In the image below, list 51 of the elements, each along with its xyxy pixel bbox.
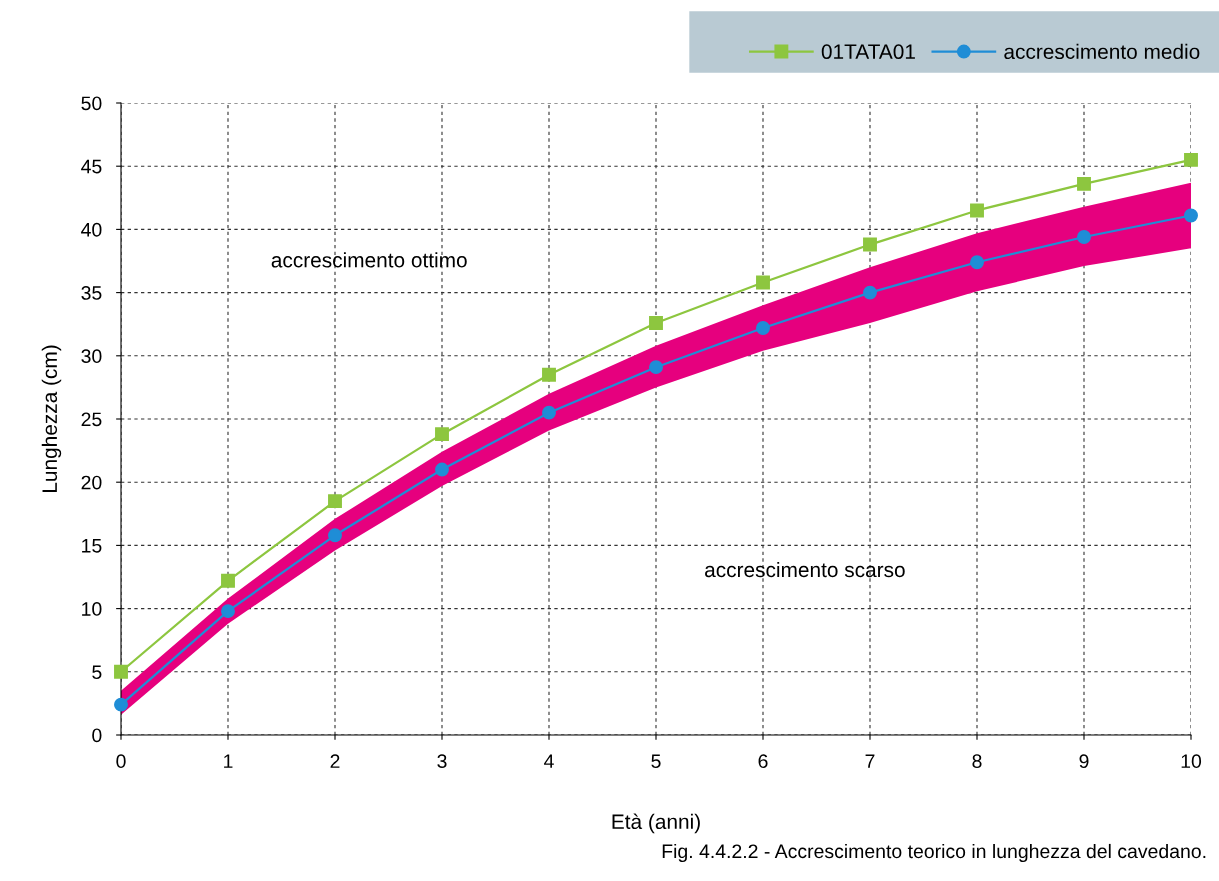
annotation: accrescimento scarso (705, 561, 905, 578)
legend-label: accrescimento medio (1004, 43, 1200, 60)
y-tick-label: 45 (81, 159, 102, 174)
point (1077, 176, 1091, 191)
y-tick-label: 35 (81, 286, 102, 300)
y-tick-label: 10 (82, 602, 102, 616)
x-tick-label: 7 (865, 754, 875, 768)
y-tick-label: 40 (81, 222, 102, 237)
point (542, 367, 556, 382)
annotation: accrescimento ottimo (271, 252, 467, 268)
point (435, 462, 449, 477)
point (649, 315, 663, 330)
point (1184, 152, 1198, 167)
y-tick-label: 25 (81, 412, 102, 427)
x-tick-label: 1 (224, 754, 233, 768)
y-tick-label: 15 (82, 539, 102, 553)
point (114, 697, 128, 712)
point (542, 405, 556, 420)
point (756, 275, 770, 290)
y-tick-label: 5 (92, 665, 102, 680)
point (1184, 208, 1198, 223)
legend-label: 01TATA01 (821, 44, 915, 60)
x-tick-label: 6 (758, 754, 768, 769)
x-tick-label: 8 (972, 754, 982, 769)
point (863, 237, 877, 252)
x-tick-label: 0 (116, 754, 126, 769)
y-tick-label: 0 (92, 728, 102, 743)
x-axis-title: Età (anni) (612, 813, 700, 834)
x-tick-label: 5 (651, 754, 661, 769)
y-tick-label: 20 (81, 475, 102, 490)
y-axis-title: Lunghezza (cm) (41, 345, 62, 492)
point (114, 664, 128, 679)
x-tick-label: 10 (1181, 754, 1202, 769)
point (435, 427, 449, 442)
point (756, 321, 770, 335)
caption: Fig. 4.4.2.2 - Accrescimento teorico in lunghezza del cavedano. (662, 843, 1206, 863)
x-tick-label: 4 (544, 754, 554, 768)
point (1077, 230, 1091, 244)
point (221, 604, 235, 619)
point (221, 573, 235, 588)
point (970, 203, 984, 218)
point (328, 528, 342, 543)
point (970, 255, 984, 270)
point (649, 360, 663, 375)
x-tick-label: 3 (437, 754, 447, 769)
point (863, 285, 877, 300)
y-tick-label: 30 (81, 349, 102, 364)
x-tick-label: 2 (330, 754, 340, 768)
x-tick-label: 9 (1079, 754, 1089, 769)
y-tick-label: 50 (81, 96, 102, 111)
point (328, 494, 342, 509)
